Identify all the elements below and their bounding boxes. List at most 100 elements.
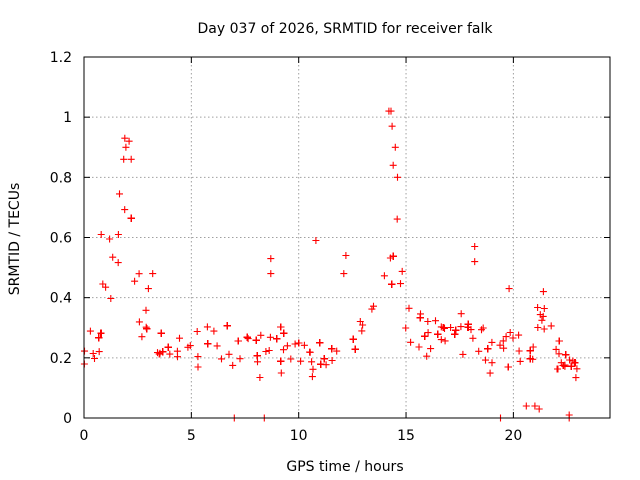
data-point: [421, 332, 429, 340]
data-point: [515, 347, 523, 355]
data-point: [213, 342, 221, 350]
data-point: [471, 258, 479, 266]
data-point: [95, 348, 103, 356]
x-tick-label: 10: [290, 428, 308, 444]
data-point: [265, 347, 273, 354]
data-point: [538, 316, 546, 324]
data-point: [127, 155, 135, 163]
data-point: [554, 365, 561, 373]
data-point: [194, 363, 202, 371]
data-point: [387, 107, 395, 115]
axis-ticks: [83, 56, 610, 419]
data-point: [86, 327, 94, 335]
data-point: [340, 270, 348, 278]
data-point: [106, 235, 114, 243]
data-point: [516, 357, 524, 365]
data-point: [157, 329, 165, 337]
data-point: [203, 323, 211, 331]
data-point: [120, 155, 128, 163]
data-point: [534, 304, 542, 311]
data-point: [529, 343, 537, 351]
data-point: [277, 323, 285, 331]
data-point: [142, 323, 150, 331]
data-point: [515, 331, 523, 339]
data-point: [441, 325, 448, 332]
y-tick-label: 0.2: [50, 351, 72, 367]
data-point: [154, 349, 161, 357]
data-point: [405, 304, 413, 312]
data-point: [459, 350, 467, 358]
data-point: [402, 324, 410, 332]
data-point: [312, 237, 320, 244]
data-point: [316, 339, 324, 347]
data-point: [522, 402, 530, 410]
y-tick-label: 0: [63, 411, 72, 427]
data-point: [223, 322, 231, 330]
data-point: [144, 285, 152, 293]
data-point: [234, 337, 242, 345]
data-point: [280, 346, 287, 354]
data-point: [89, 350, 97, 357]
data-point: [457, 323, 465, 331]
data-point: [297, 357, 305, 365]
data-point: [567, 362, 575, 370]
data-point: [502, 333, 510, 341]
data-point: [257, 331, 265, 339]
data-point: [244, 335, 252, 343]
data-point: [452, 326, 460, 334]
data-point: [308, 358, 316, 366]
data-point: [176, 334, 183, 342]
data-point: [469, 334, 477, 342]
data-point: [380, 272, 388, 280]
data-point: [540, 325, 548, 333]
data-point: [368, 305, 376, 313]
data-point: [267, 270, 275, 278]
data-point: [534, 324, 542, 331]
data-point: [500, 344, 508, 352]
data-point: [138, 333, 146, 341]
data-point: [388, 122, 396, 130]
data-point: [131, 277, 139, 285]
data-point: [389, 161, 397, 169]
data-point: [496, 341, 504, 349]
data-point: [127, 214, 135, 222]
grid-lines: [84, 57, 610, 418]
data-point: [526, 355, 534, 363]
data-point: [571, 359, 579, 367]
data-point: [441, 337, 449, 345]
data-point: [388, 280, 396, 288]
data-point: [277, 357, 285, 365]
data-point: [562, 351, 570, 359]
data-point: [159, 348, 167, 356]
data-point: [398, 267, 406, 275]
data-point: [389, 252, 397, 260]
data-point: [306, 348, 314, 356]
data-point: [194, 353, 202, 361]
x-tick-label: 20: [504, 428, 522, 444]
data-point: [504, 363, 512, 371]
data-point: [121, 134, 129, 142]
data-points: [80, 107, 581, 422]
x-tick-label: 0: [80, 428, 89, 444]
data-point: [539, 312, 547, 320]
data-point: [256, 374, 264, 381]
data-point: [287, 355, 295, 363]
data-point: [432, 317, 439, 325]
x-tick-label: 15: [397, 428, 415, 444]
data-point: [447, 324, 455, 331]
data-point: [99, 280, 107, 288]
data-point: [349, 335, 357, 343]
data-point: [370, 302, 377, 310]
data-point: [393, 215, 401, 223]
data-point: [280, 329, 288, 337]
data-point: [573, 365, 581, 373]
data-point: [309, 365, 317, 373]
x-tick-labels: 0 5 10 15 20: [80, 428, 523, 444]
data-point: [253, 352, 261, 360]
data-point: [262, 348, 270, 355]
data-point: [572, 374, 580, 382]
data-point: [135, 318, 143, 326]
data-point: [210, 327, 218, 335]
data-point: [478, 326, 485, 334]
